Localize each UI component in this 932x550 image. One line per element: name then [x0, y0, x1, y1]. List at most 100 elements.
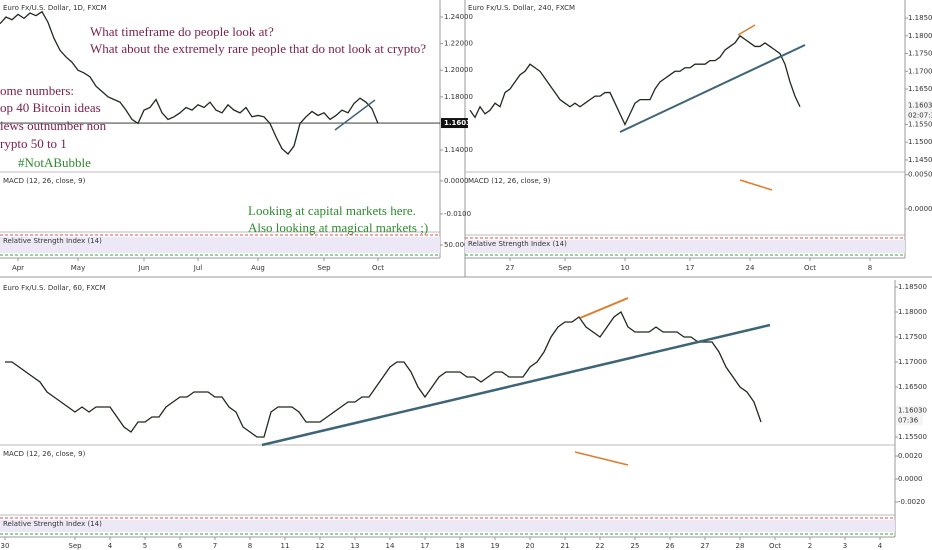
annotation: Looking at capital markets here.	[248, 203, 416, 218]
last-price-box	[896, 405, 923, 426]
x-tick-label: 10	[621, 264, 630, 272]
y-tick-label: 1.15500	[908, 120, 932, 128]
annotation: #NotABubble	[18, 155, 91, 170]
rsi-tick-label: 50.0000	[444, 241, 473, 249]
trendline	[261, 323, 771, 447]
x-tick-label: 28	[736, 542, 745, 550]
macd-tick-label: -0.0020	[898, 498, 925, 506]
x-tick-label: 5	[143, 542, 147, 550]
x-tick-label: 26	[666, 542, 675, 550]
x-tick-label: May	[71, 264, 85, 272]
macd-tick-label: 0.0000	[444, 177, 469, 185]
y-tick-label: 1.17500	[908, 50, 932, 58]
macd-tick-label: 0.0000	[898, 475, 923, 483]
x-tick-label: 19	[491, 542, 500, 550]
y-tick-label: 1.17500	[898, 333, 927, 341]
rsi-band	[0, 520, 895, 532]
y-tick-label: 1.16500	[898, 383, 927, 391]
x-tick-label: 30	[1, 542, 10, 550]
rsi-label: Relative Strength Index (14)	[3, 520, 102, 528]
x-tick-label: Aug	[251, 264, 265, 272]
annotation: What about the extremely rare people tha…	[90, 41, 426, 56]
x-tick-label: 27	[506, 264, 515, 272]
y-tick-label: 1.24000	[444, 13, 473, 21]
macd-label: MACD (12, 26, close, 9)	[468, 177, 551, 185]
x-tick-label: 21	[561, 542, 570, 550]
y-tick-label: 1.14000	[444, 146, 473, 154]
x-tick-label: 11	[281, 542, 290, 550]
macd-label: MACD (12, 26, close, 9)	[3, 450, 86, 458]
decorations	[0, 0, 932, 278]
y-tick-label: 1.17000	[908, 67, 932, 75]
x-tick-label: Oct	[769, 542, 781, 550]
x-tick-label: 22	[596, 542, 605, 550]
x-tick-label: 20	[526, 542, 535, 550]
x-tick-label: 17	[421, 542, 430, 550]
x-tick-label: Sep	[558, 264, 572, 272]
rsi-band	[465, 240, 905, 253]
x-tick-label: 2	[808, 542, 812, 550]
x-tick-label: 4	[108, 542, 113, 550]
price-line	[469, 34, 801, 127]
last-price-label: 1.16030	[898, 407, 927, 415]
trendline	[574, 451, 629, 466]
trendline	[334, 99, 376, 131]
countdown: 02:07:36	[908, 112, 932, 120]
rsi-label: Relative Strength Index (14)	[3, 237, 102, 245]
pane-title: Euro Fx/U.S. Dollar, 60, FXCM	[3, 284, 106, 292]
x-tick-label: Sep	[317, 264, 331, 272]
macd-tick-label: 0.0050	[908, 171, 932, 179]
pane-title: Euro Fx/U.S. Dollar, 240, FXCM	[468, 4, 575, 12]
annotation: op 40 Bitcoin ideas	[0, 100, 101, 115]
x-tick-label: 3	[843, 542, 847, 550]
trendline	[619, 44, 806, 133]
x-tick-label: 7	[213, 542, 217, 550]
x-tick-label: 6	[178, 542, 183, 550]
y-tick-label: 1.18000	[444, 93, 473, 101]
y-tick-label: 1.15500	[898, 433, 927, 441]
y-tick-label: 1.20000	[444, 66, 473, 74]
macd-tick-label: 0.0000	[908, 205, 932, 213]
x-tick-label: 17	[686, 264, 695, 272]
x-tick-label: 14	[386, 542, 395, 550]
x-tick-label: Sep	[68, 542, 82, 550]
last-price-label: 1.16030	[444, 119, 476, 127]
x-tick-label: Jun	[138, 264, 150, 272]
trendline	[579, 297, 629, 319]
rsi-label: Relative Strength Index (14)	[468, 240, 567, 248]
y-tick-label: 1.18500	[898, 283, 927, 291]
annotation: iews outnumber non	[0, 118, 107, 133]
trendline	[737, 24, 756, 36]
trendline	[739, 179, 773, 191]
countdown: 07:36	[898, 417, 919, 425]
last-price-box	[441, 118, 468, 129]
macd-tick-label: 0.0020	[898, 452, 923, 460]
annotation: Also looking at magical markets ;)	[248, 220, 428, 235]
x-tick-label: Oct	[804, 264, 816, 272]
y-tick-label: 1.22000	[444, 40, 473, 48]
x-tick-label: 13	[351, 542, 360, 550]
y-tick-label: 1.18500	[908, 14, 932, 22]
x-tick-label: Jul	[193, 264, 203, 272]
x-tick-label: 8	[248, 542, 252, 550]
pane-title: Euro Fx/U.S. Dollar, 1D, FXCM	[3, 4, 107, 12]
x-tick-label: Oct	[372, 264, 384, 272]
x-tick-label: 4	[878, 542, 883, 550]
x-tick-label: 27	[701, 542, 710, 550]
x-tick-label: 24	[746, 264, 755, 272]
price-line	[5, 311, 762, 438]
annotation: ome numbers:	[0, 83, 74, 98]
x-tick-label: 25	[631, 542, 640, 550]
y-tick-label: 1.15000	[908, 138, 932, 146]
macd-label: MACD (12, 26, close, 9)	[3, 177, 86, 185]
y-tick-label: 1.17000	[898, 358, 927, 366]
x-tick-label: 12	[316, 542, 325, 550]
macd-tick-label: -0.0100	[444, 210, 471, 218]
y-tick-label: 1.16500	[908, 85, 932, 93]
x-tick-label: 8	[868, 264, 872, 272]
annotation: rypto 50 to 1	[0, 136, 67, 151]
rsi-band	[0, 237, 440, 253]
